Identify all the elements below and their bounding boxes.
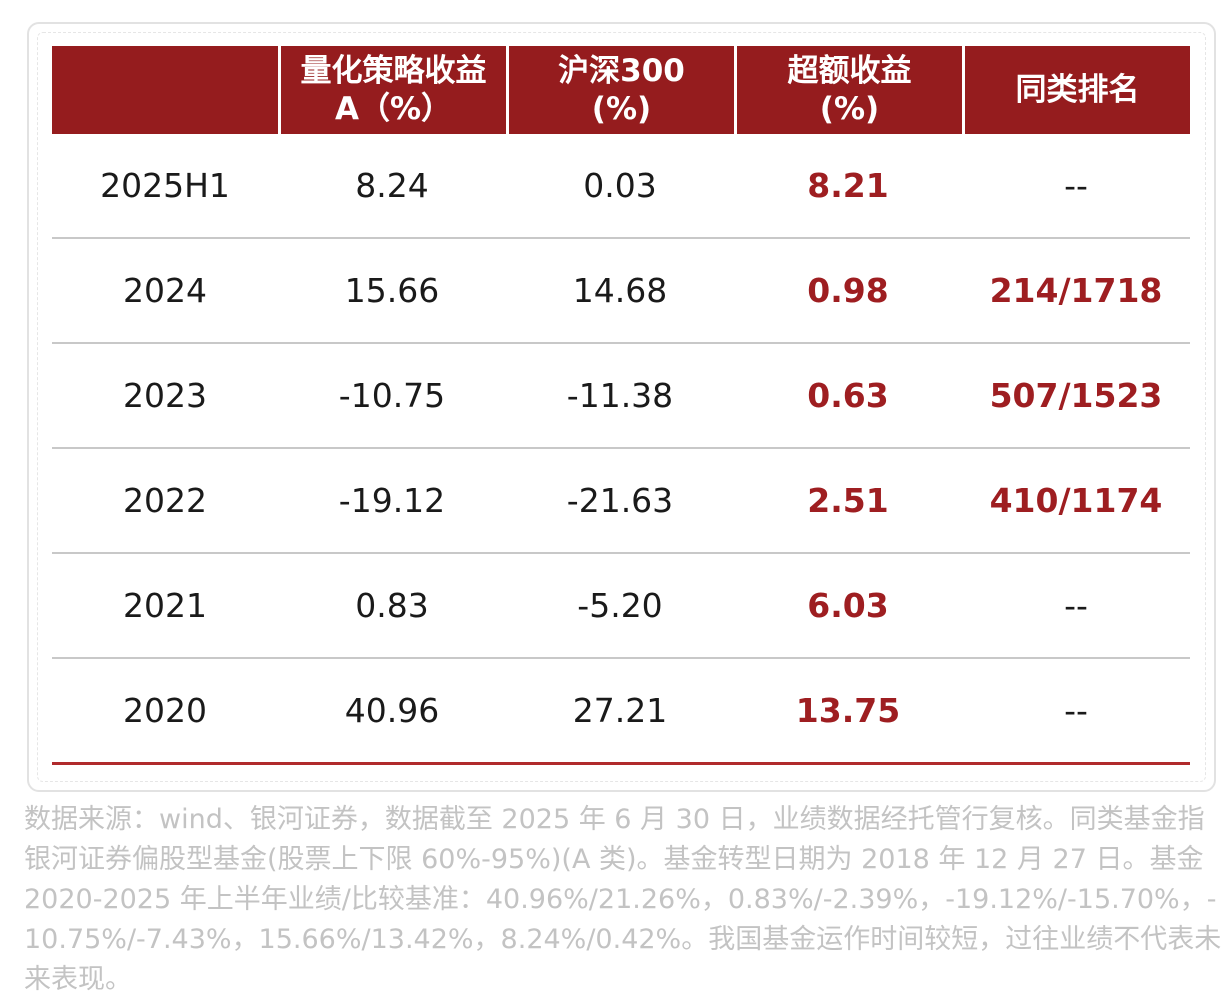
header-strategy-a-line1: 量化策略收益 (300, 53, 487, 89)
table-card (27, 22, 1216, 792)
table-row: 2022 -19.12 -21.63 2.51 410/1174 (52, 449, 1190, 554)
source-footnote: 数据来源：wind、银河证券，数据截至 2025 年 6 月 30 日，业绩数据… (24, 804, 1222, 995)
cell-period: 2021 (52, 554, 278, 659)
header-peer-rank: 同类排名 (962, 46, 1190, 134)
cell-csi300: -11.38 (506, 344, 734, 449)
header-period (52, 46, 278, 134)
header-excess-return: 超额收益 (%) (734, 46, 962, 134)
cell-csi300: 27.21 (506, 659, 734, 765)
header-excess-line2: (%) (819, 91, 880, 127)
cell-excess-return: 6.03 (734, 554, 962, 659)
cell-excess-return: 2.51 (734, 449, 962, 554)
cell-strategy-a: -10.75 (278, 344, 506, 449)
cell-csi300: 14.68 (506, 239, 734, 344)
performance-table: 量化策略收益 A（%） 沪深300 (%) 超额收益 (%) 同类排名 2025… (52, 46, 1190, 765)
cell-csi300: -21.63 (506, 449, 734, 554)
cell-peer-rank: -- (962, 134, 1190, 239)
cell-peer-rank: -- (962, 554, 1190, 659)
cell-strategy-a: 40.96 (278, 659, 506, 765)
cell-excess-return: 13.75 (734, 659, 962, 765)
cell-peer-rank: -- (962, 659, 1190, 765)
cell-period: 2020 (52, 659, 278, 765)
table-header-row: 量化策略收益 A（%） 沪深300 (%) 超额收益 (%) 同类排名 (52, 46, 1190, 134)
table-row: 2021 0.83 -5.20 6.03 -- (52, 554, 1190, 659)
cell-csi300: 0.03 (506, 134, 734, 239)
cell-period: 2024 (52, 239, 278, 344)
table-row: 2020 40.96 27.21 13.75 -- (52, 659, 1190, 765)
header-csi300-line2: (%) (591, 91, 652, 127)
header-excess-line1: 超额收益 (787, 53, 912, 89)
cell-strategy-a: 8.24 (278, 134, 506, 239)
header-strategy-a: 量化策略收益 A（%） (278, 46, 506, 134)
table-row: 2024 15.66 14.68 0.98 214/1718 (52, 239, 1190, 344)
cell-peer-rank: 410/1174 (962, 449, 1190, 554)
cell-strategy-a: -19.12 (278, 449, 506, 554)
header-strategy-a-line2: A（%） (334, 91, 453, 127)
cell-strategy-a: 15.66 (278, 239, 506, 344)
card-inner-border (37, 32, 1206, 782)
cell-period: 2022 (52, 449, 278, 554)
cell-peer-rank: 214/1718 (962, 239, 1190, 344)
cell-strategy-a: 0.83 (278, 554, 506, 659)
header-peer-rank-line1: 同类排名 (1015, 72, 1140, 108)
cell-excess-return: 0.63 (734, 344, 962, 449)
cell-period: 2025H1 (52, 134, 278, 239)
cell-csi300: -5.20 (506, 554, 734, 659)
table-row: 2025H1 8.24 0.03 8.21 -- (52, 134, 1190, 239)
header-csi300-line1: 沪深300 (558, 53, 685, 89)
cell-period: 2023 (52, 344, 278, 449)
cell-peer-rank: 507/1523 (962, 344, 1190, 449)
header-csi300: 沪深300 (%) (506, 46, 734, 134)
cell-excess-return: 8.21 (734, 134, 962, 239)
cell-excess-return: 0.98 (734, 239, 962, 344)
table-row: 2023 -10.75 -11.38 0.63 507/1523 (52, 344, 1190, 449)
